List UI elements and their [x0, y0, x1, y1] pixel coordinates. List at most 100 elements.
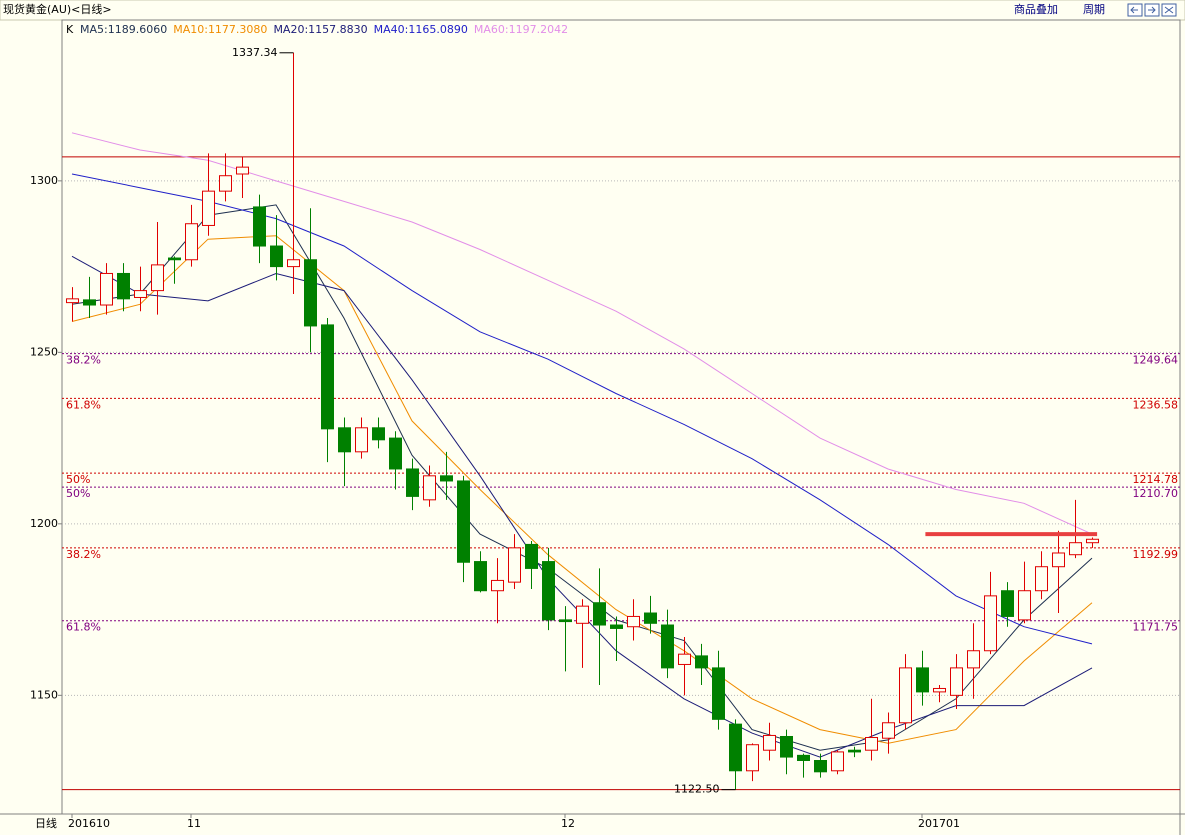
candle-body	[1035, 566, 1048, 592]
candle-body	[797, 754, 810, 761]
fib-ratio: 38.2%	[66, 548, 101, 561]
candle-body	[882, 722, 895, 739]
menu-period[interactable]: 周期	[1083, 3, 1105, 16]
candle-body	[253, 206, 266, 247]
candle-body	[1018, 590, 1031, 621]
fib-ratio: 50%	[66, 487, 90, 500]
fib-ratio: 50%	[66, 473, 90, 486]
candle-body	[695, 655, 708, 669]
candle-body	[304, 259, 317, 327]
candle-body	[117, 272, 130, 300]
candle-body	[83, 299, 96, 306]
icon	[1164, 6, 1174, 14]
candle-body	[848, 749, 861, 753]
fib-ratio: 38.2%	[66, 354, 101, 367]
nav-buttons[interactable]	[1127, 3, 1177, 17]
fib-ratio: 61.8%	[66, 621, 101, 634]
candle-body	[355, 427, 368, 453]
legend-entry: MA10:1177.3080	[173, 23, 267, 36]
legend-entry: MA5:1189.6060	[80, 23, 167, 36]
candle-body	[440, 475, 453, 482]
candle-body	[746, 744, 759, 772]
candle-body	[372, 427, 385, 441]
x-tick-label: 12	[561, 817, 575, 830]
candle-body	[491, 579, 504, 592]
fib-ratio: 61.8%	[66, 398, 101, 411]
candle-body	[219, 175, 232, 192]
candle-body	[763, 734, 776, 751]
candle-body	[270, 245, 283, 268]
candle-body	[576, 605, 589, 624]
candle-body	[542, 561, 555, 621]
y-tick-label: 1250	[30, 345, 58, 358]
candle-body	[899, 667, 912, 724]
candle-body	[287, 259, 300, 268]
icon	[1148, 6, 1156, 14]
candle-body	[967, 650, 980, 669]
candle-body	[423, 475, 436, 501]
candle-body	[916, 667, 929, 693]
candle-body	[185, 223, 198, 261]
candle-body	[831, 751, 844, 772]
candle-body	[508, 547, 521, 583]
candle-body	[406, 468, 419, 497]
fib-value: 1249.64	[1133, 354, 1179, 367]
candle-body	[1086, 538, 1099, 544]
fib-value: 1192.99	[1133, 548, 1179, 561]
candle-body	[1052, 552, 1065, 568]
candle-body	[236, 166, 249, 175]
fib-value: 1214.78	[1133, 473, 1179, 486]
legend-entry: MA60:1197.2042	[474, 23, 568, 36]
header-title: 现货黄金(AU)<日线>	[3, 2, 112, 16]
candle-body	[559, 619, 572, 623]
fib-value: 1210.70	[1133, 487, 1179, 500]
x-tick-label: 11	[187, 817, 201, 830]
x-tick-label: 201701	[918, 817, 960, 830]
legend-entry: MA40:1165.0890	[374, 23, 468, 36]
candle-body	[780, 735, 793, 758]
ma-line	[71, 173, 1093, 645]
ma-line	[71, 235, 1093, 744]
candle-body	[66, 298, 79, 304]
candle-body	[950, 667, 963, 696]
annotation: 1337.34	[232, 46, 278, 59]
fib-value: 1236.58	[1133, 398, 1179, 411]
candle-body	[678, 653, 691, 665]
candle-body	[644, 612, 657, 624]
candle-body	[202, 190, 215, 226]
panel-label: 日线	[35, 816, 57, 830]
candle-body	[933, 687, 946, 693]
candle-body	[610, 624, 623, 629]
annotation: 1122.50	[674, 783, 720, 796]
candle-body	[712, 667, 725, 720]
y-tick-label: 1150	[30, 688, 58, 701]
candle-body	[729, 723, 742, 772]
candle-body	[1069, 542, 1082, 556]
candle-body	[627, 615, 640, 628]
candle-body	[151, 264, 164, 292]
header-bar	[0, 0, 1185, 21]
candle-body	[321, 324, 334, 430]
candle-body	[661, 624, 674, 669]
candle-body	[814, 759, 827, 773]
y-tick-label: 1200	[30, 517, 58, 530]
candle-body	[525, 543, 538, 569]
candle-body	[134, 290, 147, 298]
icon	[1130, 6, 1138, 14]
candle-body	[984, 595, 997, 652]
candle-body	[865, 737, 878, 751]
legend-entry: MA20:1157.8830	[273, 23, 367, 36]
candle-body	[457, 480, 470, 563]
candle-body	[389, 437, 402, 470]
candle-body	[338, 427, 351, 453]
fib-value: 1171.75	[1133, 621, 1179, 634]
menu-overlay[interactable]: 商品叠加	[1014, 2, 1058, 16]
y-tick-label: 1300	[30, 174, 58, 187]
candle-body	[1001, 590, 1014, 617]
plot-frame	[61, 19, 1181, 815]
candle-body	[474, 561, 487, 592]
indicator-label: K	[66, 23, 74, 36]
candle-body	[593, 602, 606, 626]
candle-body	[168, 257, 181, 261]
